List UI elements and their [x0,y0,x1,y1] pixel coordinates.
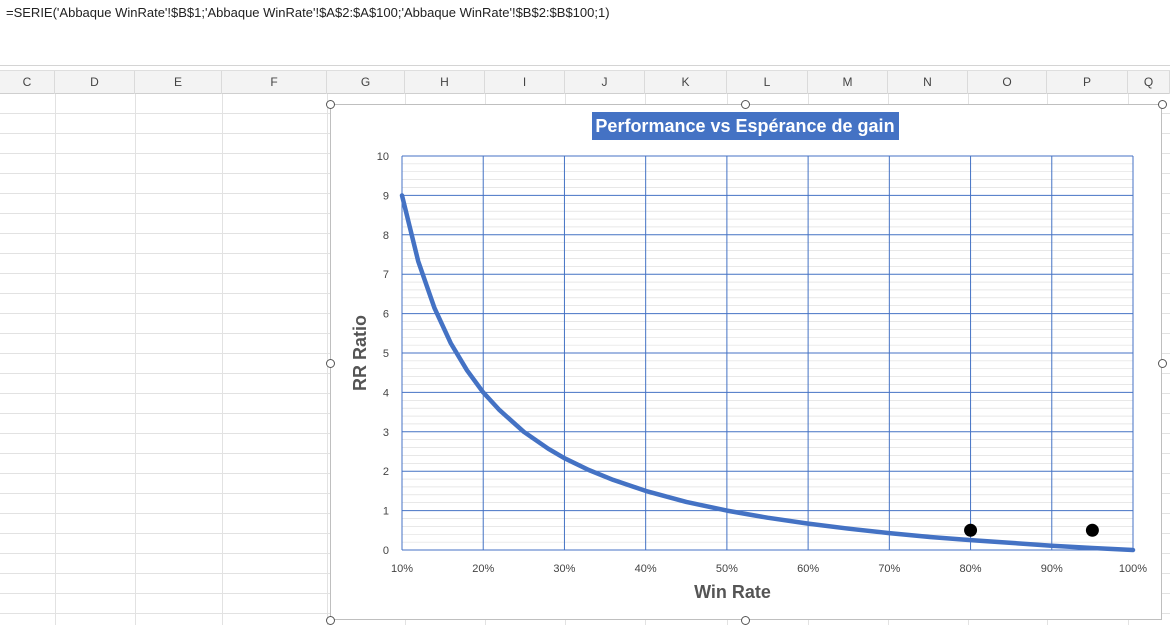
data-point-marker[interactable] [964,523,978,537]
resize-handle-top-right[interactable] [1158,100,1167,109]
column-header-j[interactable]: J [565,71,645,94]
y-tick-label: 6 [383,309,389,321]
formula-text[interactable]: =SERIE('Abbaque WinRate'!$B$1;'Abbaque W… [6,5,610,20]
data-point-marker[interactable] [1085,523,1099,537]
column-header-d[interactable]: D [55,71,135,94]
x-tick-label: 80% [960,563,982,575]
y-tick-label: 7 [383,269,389,281]
y-tick-label: 9 [383,190,389,202]
x-axis-title[interactable]: Win Rate [694,582,771,602]
rr-ratio-curve[interactable] [399,193,1136,553]
column-header-n[interactable]: N [888,71,968,94]
column-header-o[interactable]: O [968,71,1047,94]
column-header-e[interactable]: E [135,71,222,94]
column-header-c[interactable]: C [0,71,55,94]
y-axis-title[interactable]: RR Ratio [350,315,370,391]
column-header-m[interactable]: M [808,71,888,94]
resize-handle-bottom-middle[interactable] [741,616,750,625]
column-gridline [135,94,136,625]
x-tick-label: 100% [1119,563,1147,575]
x-tick-label: 30% [553,563,575,575]
column-header-g[interactable]: G [327,71,405,94]
y-tick-label: 10 [377,151,389,163]
x-tick-label: 50% [716,563,738,575]
chart-title-background [592,112,899,140]
column-header-q[interactable]: Q [1128,71,1170,94]
column-header-f[interactable]: F [222,71,327,94]
chart-svg[interactable]: 0 1 2 3 4 5 6 7 8 9 10 10% 20% 30% 40% 50% 60% 70% 80% 90% 1… [330,104,1162,620]
formula-bar[interactable]: =SERIE('Abbaque WinRate'!$B$1;'Abbaque W… [0,0,1170,66]
y-tick-label: 2 [383,466,389,478]
column-header-k[interactable]: K [645,71,727,94]
x-tick-label: 40% [635,563,657,575]
resize-handle-top-middle[interactable] [741,100,750,109]
y-tick-label: 3 [383,427,389,439]
x-tick-label: 90% [1041,563,1063,575]
resize-handle-middle-right[interactable] [1158,359,1167,368]
column-gridline [55,94,56,625]
x-tick-label: 10% [391,563,413,575]
x-tick-label: 60% [797,563,819,575]
column-header-h[interactable]: H [405,71,485,94]
y-tick-label: 0 [383,545,389,557]
y-tick-label: 5 [383,348,389,360]
x-tick-label: 70% [878,563,900,575]
column-header-l[interactable]: L [727,71,808,94]
resize-handle-top-left[interactable] [326,100,335,109]
resize-handle-bottom-left[interactable] [326,616,335,625]
y-tick-label: 1 [383,506,389,518]
column-gridline [222,94,223,625]
y-tick-label: 8 [383,230,389,242]
resize-handle-middle-left[interactable] [326,359,335,368]
column-header-i[interactable]: I [485,71,565,94]
chart-title[interactable]: Performance vs Espérance de gain [595,116,894,136]
column-header-p[interactable]: P [1047,71,1128,94]
x-tick-label: 20% [472,563,494,575]
y-tick-label: 4 [383,387,389,399]
